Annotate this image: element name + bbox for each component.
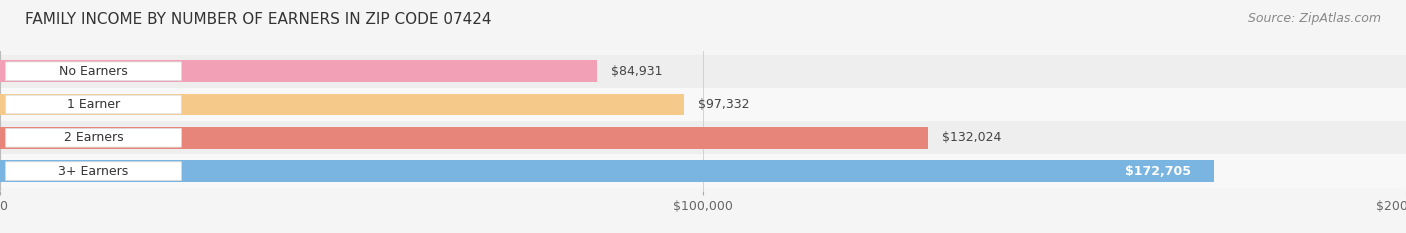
Text: 3+ Earners: 3+ Earners <box>59 164 128 178</box>
Bar <box>0 88 1406 121</box>
Text: 2 Earners: 2 Earners <box>63 131 124 144</box>
FancyBboxPatch shape <box>6 95 181 114</box>
Bar <box>0 154 1406 188</box>
FancyBboxPatch shape <box>6 162 181 180</box>
Text: $132,024: $132,024 <box>942 131 1001 144</box>
Text: $172,705: $172,705 <box>1125 164 1191 178</box>
Text: 1 Earner: 1 Earner <box>67 98 120 111</box>
Bar <box>0 60 598 82</box>
Bar <box>0 127 928 149</box>
FancyBboxPatch shape <box>6 128 181 147</box>
FancyBboxPatch shape <box>6 62 181 81</box>
Bar <box>0 160 1215 182</box>
Text: No Earners: No Earners <box>59 65 128 78</box>
Bar <box>0 94 685 115</box>
Text: FAMILY INCOME BY NUMBER OF EARNERS IN ZIP CODE 07424: FAMILY INCOME BY NUMBER OF EARNERS IN ZI… <box>25 12 492 27</box>
Text: $84,931: $84,931 <box>612 65 662 78</box>
Text: $97,332: $97,332 <box>699 98 749 111</box>
Bar <box>0 121 1406 154</box>
Bar <box>0 55 1406 88</box>
Text: Source: ZipAtlas.com: Source: ZipAtlas.com <box>1247 12 1381 25</box>
FancyBboxPatch shape <box>1109 162 1208 180</box>
